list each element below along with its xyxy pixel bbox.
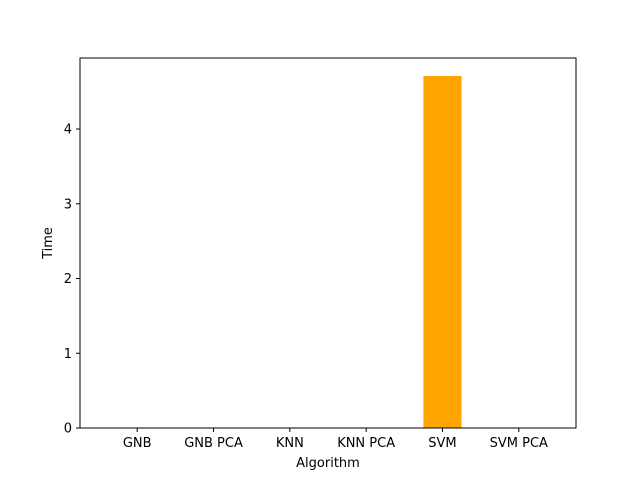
bar-svm	[423, 75, 462, 428]
plot-frame	[79, 57, 577, 429]
plot-background	[80, 58, 576, 428]
x-tick-label: KNN PCA	[337, 436, 395, 451]
x-axis-label: Algorithm	[296, 456, 360, 471]
y-tick-label: 4	[64, 123, 72, 138]
x-tick-label: KNN	[276, 436, 304, 451]
x-tick-label: GNB PCA	[184, 436, 243, 451]
y-tick-label: 3	[64, 197, 72, 212]
x-tick-label: GNB	[123, 436, 152, 451]
bars-group	[423, 75, 462, 428]
y-axis: 0 1 2 3 4	[64, 123, 80, 437]
y-tick-label: 2	[64, 272, 72, 287]
x-axis: GNB GNB PCA KNN KNN PCA SVM SVM PCA	[123, 428, 548, 451]
y-tick-label: 0	[64, 422, 72, 437]
y-tick-label: 1	[64, 347, 72, 362]
x-tick-label: SVM PCA	[490, 436, 548, 451]
x-tick-label: SVM	[428, 436, 456, 451]
y-axis-label: Time	[41, 227, 56, 260]
